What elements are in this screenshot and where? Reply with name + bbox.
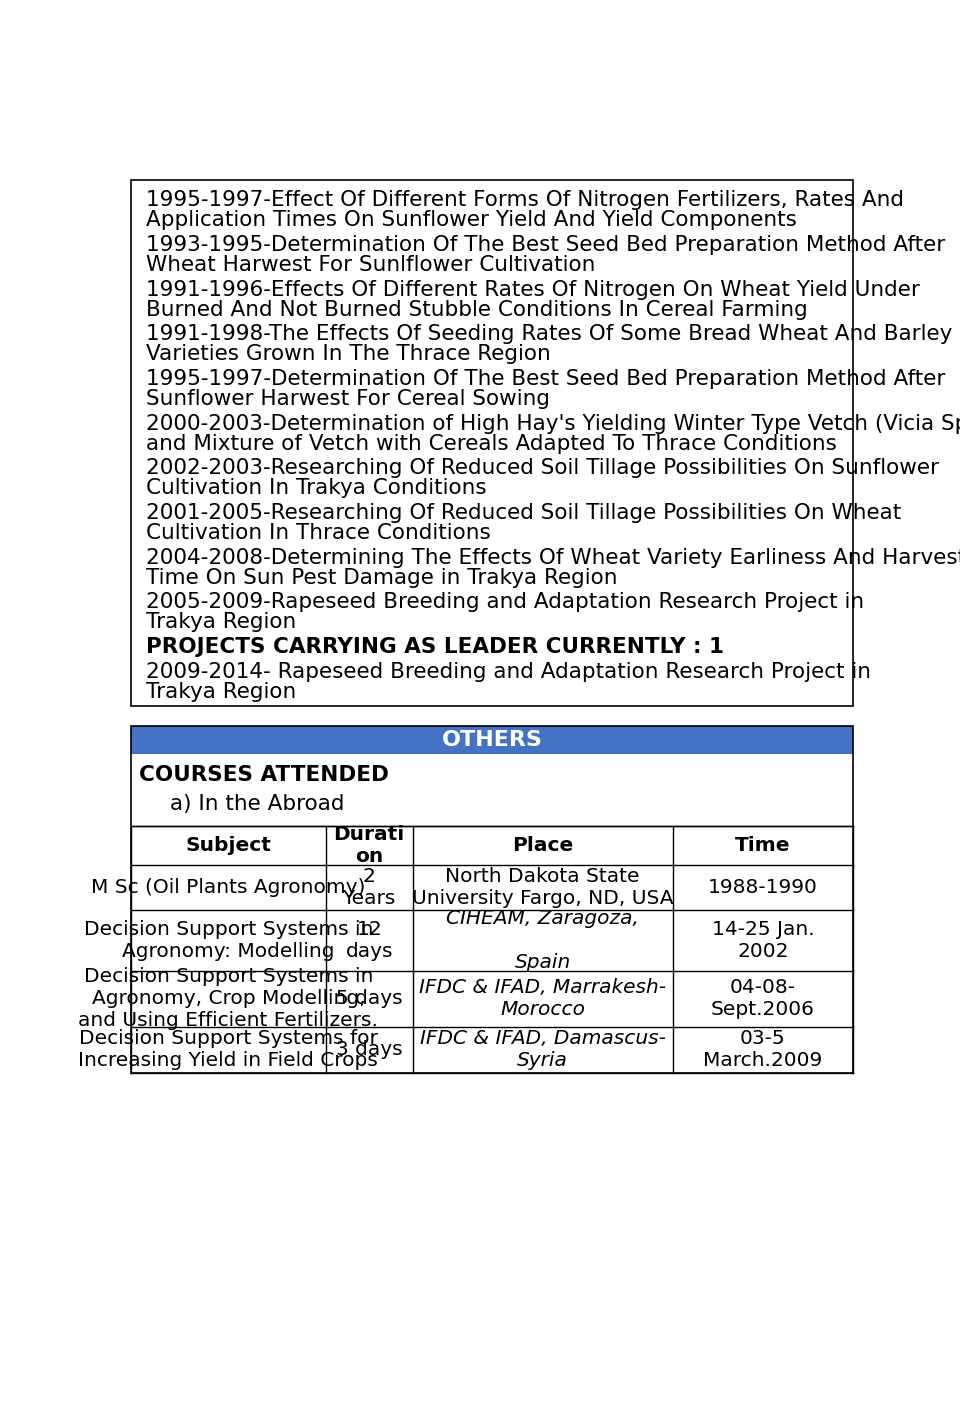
Text: Sunflower Harwest For Cereal Sowing: Sunflower Harwest For Cereal Sowing <box>146 390 550 409</box>
Text: 1991-1996-Effects Of Different Rates Of Nitrogen On Wheat Yield Under: 1991-1996-Effects Of Different Rates Of … <box>146 280 921 300</box>
Text: Cultivation In Trakya Conditions: Cultivation In Trakya Conditions <box>146 478 487 498</box>
Text: Trakya Region: Trakya Region <box>146 681 297 702</box>
Text: Trakya Region: Trakya Region <box>146 612 297 632</box>
Text: 2000-2003-Determination of High Hay's Yielding Winter Type Vetch (Vicia Sp.): 2000-2003-Determination of High Hay's Yi… <box>146 414 960 433</box>
Bar <box>131 726 853 754</box>
Text: 2001-2005-Researching Of Reduced Soil Tillage Possibilities On Wheat: 2001-2005-Researching Of Reduced Soil Ti… <box>146 504 901 523</box>
Text: Place: Place <box>512 836 573 855</box>
Bar <box>413 865 673 909</box>
Text: COURSES ATTENDED: COURSES ATTENDED <box>138 765 389 785</box>
Bar <box>413 1027 673 1072</box>
Text: Durati
on: Durati on <box>333 825 405 867</box>
Text: IFDC & IFAD, Damascus-
Syria: IFDC & IFAD, Damascus- Syria <box>420 1029 665 1071</box>
Text: 1993-1995-Determination Of The Best Seed Bed Preparation Method After: 1993-1995-Determination Of The Best Seed… <box>146 235 946 255</box>
Text: 03-5
March.2009: 03-5 March.2009 <box>704 1029 823 1071</box>
Bar <box>131 826 325 865</box>
Bar <box>325 865 413 909</box>
Text: Decision Support Systems for
Increasing Yield in Field Crops: Decision Support Systems for Increasing … <box>79 1029 378 1071</box>
Text: and Mixture of Vetch with Cereals Adapted To Thrace Conditions: and Mixture of Vetch with Cereals Adapte… <box>146 433 837 453</box>
Text: 12
days: 12 days <box>346 920 393 961</box>
Bar <box>131 909 325 971</box>
Text: OTHERS: OTHERS <box>442 730 542 750</box>
Text: North Dakota State
University Fargo, ND, USA: North Dakota State University Fargo, ND,… <box>412 867 673 908</box>
Text: 1995-1997-Determination Of The Best Seed Bed Preparation Method After: 1995-1997-Determination Of The Best Seed… <box>146 369 946 390</box>
Text: 5 days: 5 days <box>336 989 402 1009</box>
Bar <box>131 180 853 706</box>
Text: CIHEAM, Zaragoza,

Spain: CIHEAM, Zaragoza, Spain <box>446 909 639 972</box>
Text: IFDC & IFAD, Marrakesh-
Morocco: IFDC & IFAD, Marrakesh- Morocco <box>420 978 666 1020</box>
Text: 1988-1990: 1988-1990 <box>708 878 818 896</box>
Text: 2004-2008-Determining The Effects Of Wheat Variety Earliness And Harvesting: 2004-2008-Determining The Effects Of Whe… <box>146 547 960 567</box>
Text: Application Times On Sunflower Yield And Yield Components: Application Times On Sunflower Yield And… <box>146 211 797 231</box>
Text: Subject: Subject <box>185 836 272 855</box>
Text: M Sc (Oil Plants Agronomy): M Sc (Oil Plants Agronomy) <box>91 878 366 896</box>
Bar <box>673 865 853 909</box>
Bar <box>673 909 853 971</box>
Bar <box>131 971 325 1027</box>
Text: Time On Sun Pest Damage in Trakya Region: Time On Sun Pest Damage in Trakya Region <box>146 567 618 588</box>
Text: Cultivation In Thrace Conditions: Cultivation In Thrace Conditions <box>146 523 492 543</box>
Bar <box>325 909 413 971</box>
Text: 2005-2009-Rapeseed Breeding and Adaptation Research Project in: 2005-2009-Rapeseed Breeding and Adaptati… <box>146 592 864 612</box>
Bar <box>325 971 413 1027</box>
Bar <box>413 826 673 865</box>
Text: Decision Support Systems in
Agronomy: Modelling: Decision Support Systems in Agronomy: Mo… <box>84 920 373 961</box>
Text: Decision Support Systems in
Agronomy, Crop Modelling,
and Using Efficient Fertil: Decision Support Systems in Agronomy, Cr… <box>79 968 378 1030</box>
Bar <box>325 1027 413 1072</box>
Bar <box>131 1027 325 1072</box>
Text: 04-08-
Sept.2006: 04-08- Sept.2006 <box>711 978 815 1020</box>
Bar <box>673 1027 853 1072</box>
Text: 3 days: 3 days <box>336 1040 402 1059</box>
Text: 1995-1997-Effect Of Different Forms Of Nitrogen Fertilizers, Rates And: 1995-1997-Effect Of Different Forms Of N… <box>146 190 904 211</box>
Text: a) In the Abroad: a) In the Abroad <box>170 794 344 815</box>
Text: 14-25 Jan.
2002: 14-25 Jan. 2002 <box>711 920 814 961</box>
Bar <box>131 865 325 909</box>
Bar <box>413 909 673 971</box>
Text: 2002-2003-Researching Of Reduced Soil Tillage Possibilities On Sunflower: 2002-2003-Researching Of Reduced Soil Ti… <box>146 459 939 478</box>
Bar <box>325 826 413 865</box>
Text: 2009-2014- Rapeseed Breeding and Adaptation Research Project in: 2009-2014- Rapeseed Breeding and Adaptat… <box>146 661 872 681</box>
Text: Time: Time <box>735 836 791 855</box>
Text: 1991-1998-The Effects Of Seeding Rates Of Some Bread Wheat And Barley: 1991-1998-The Effects Of Seeding Rates O… <box>146 325 952 345</box>
Text: PROJECTS CARRYING AS LEADER CURRENTLY : 1: PROJECTS CARRYING AS LEADER CURRENTLY : … <box>146 637 725 657</box>
Bar <box>673 971 853 1027</box>
Bar <box>673 826 853 865</box>
Text: Varieties Grown In The Thrace Region: Varieties Grown In The Thrace Region <box>146 345 551 364</box>
Text: 2
Years: 2 Years <box>343 867 396 908</box>
Text: Wheat Harwest For Sunlflower Cultivation: Wheat Harwest For Sunlflower Cultivation <box>146 255 596 276</box>
Bar <box>413 971 673 1027</box>
Text: Burned And Not Burned Stubble Conditions In Cereal Farming: Burned And Not Burned Stubble Conditions… <box>146 300 808 319</box>
Bar <box>131 726 853 1072</box>
